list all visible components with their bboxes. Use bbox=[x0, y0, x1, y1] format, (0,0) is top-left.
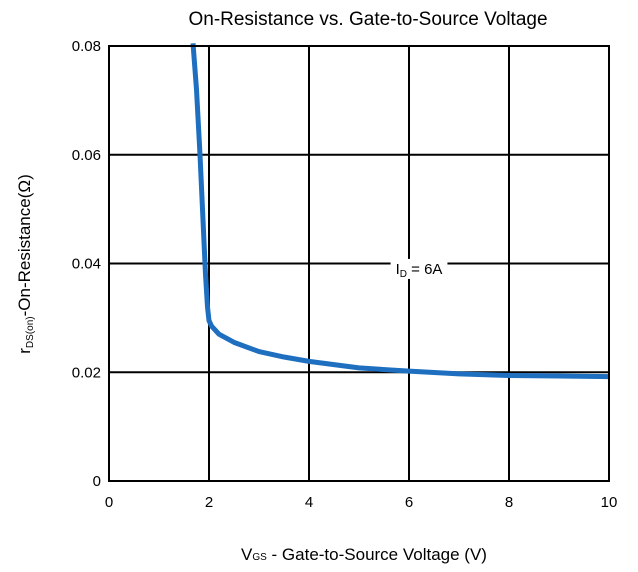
annotation-id: ID = 6A bbox=[391, 259, 448, 280]
x-tick-label: 10 bbox=[601, 494, 618, 511]
x-tick-label: 6 bbox=[405, 494, 413, 511]
y-tick-label: 0.04 bbox=[72, 256, 101, 273]
y-axis-rest: -On-Resistance(Ω) bbox=[15, 174, 34, 316]
annotation-subscript: D bbox=[400, 269, 407, 280]
x-tick-labels: 0 2 4 6 8 10 bbox=[105, 494, 618, 511]
grid bbox=[109, 46, 609, 481]
y-axis-title: rDS(on)-On-Resistance(Ω) bbox=[15, 174, 36, 354]
x-tick-label: 8 bbox=[505, 494, 513, 511]
y-tick-label: 0.08 bbox=[72, 38, 101, 55]
y-tick-label: 0.02 bbox=[72, 364, 101, 381]
x-axis-symbol: V bbox=[241, 545, 253, 564]
series-line bbox=[193, 43, 609, 376]
x-tick-label: 2 bbox=[205, 494, 213, 511]
y-tick-labels: 0 0.02 0.04 0.06 0.08 bbox=[72, 38, 101, 490]
annotation-value: = 6A bbox=[407, 261, 442, 278]
x-tick-label: 0 bbox=[105, 494, 113, 511]
y-tick-label: 0 bbox=[93, 473, 101, 490]
chart-title: On-Resistance vs. Gate-to-Source Voltage bbox=[188, 9, 547, 30]
x-axis-subscript: GS bbox=[252, 552, 267, 563]
x-axis-title: VGS - Gate-to-Source Voltage (V) bbox=[241, 545, 487, 564]
y-tick-label: 0.06 bbox=[72, 147, 101, 164]
x-axis-rest: - Gate-to-Source Voltage (V) bbox=[267, 545, 487, 564]
x-tick-label: 4 bbox=[305, 494, 313, 511]
series-group bbox=[193, 43, 609, 376]
y-axis-subscript: DS(on) bbox=[25, 316, 36, 348]
